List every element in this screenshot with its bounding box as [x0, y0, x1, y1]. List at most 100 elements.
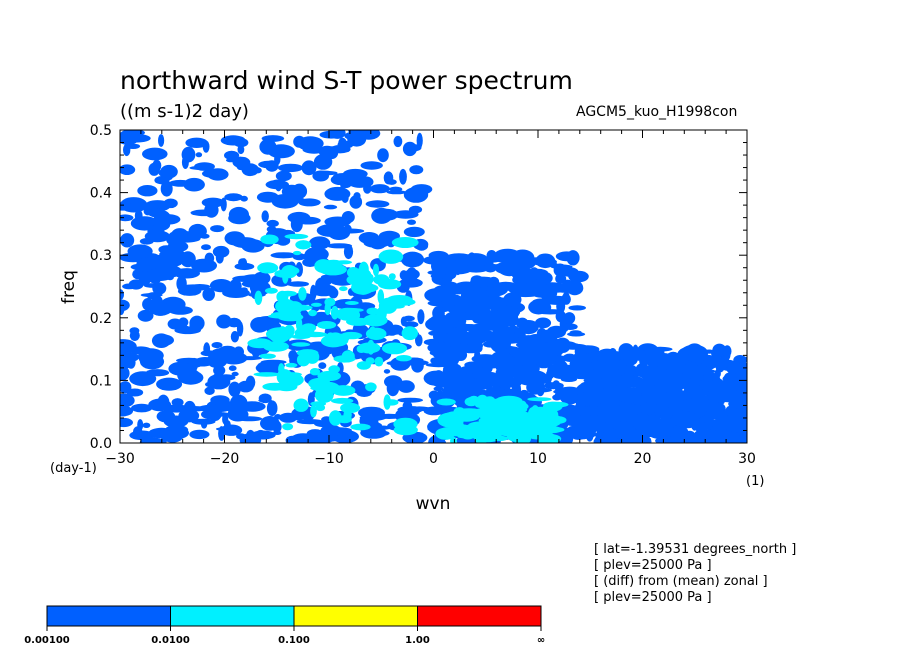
contour-fill-blue: [130, 216, 159, 231]
contour-fill-blue: [353, 192, 361, 200]
contour-fill-blue: [603, 427, 619, 443]
contour-fill-blue: [543, 382, 564, 390]
contour-fill-blue: [224, 150, 240, 160]
contour-fill-blue: [120, 197, 148, 213]
contour-fill-cyan: [381, 342, 408, 355]
contour-fill-blue: [600, 402, 612, 416]
contour-fill-blue: [120, 164, 136, 175]
contour-fill-blue: [723, 372, 734, 384]
contour-fill-cyan: [282, 423, 294, 431]
contour-fill-blue: [369, 184, 390, 194]
contour-fill-blue: [707, 380, 714, 393]
contour-fill-cyan: [270, 312, 287, 318]
contour-fill-blue: [138, 350, 156, 365]
contour-fill-cyan: [381, 298, 398, 310]
contour-fill-blue: [688, 361, 699, 377]
contour-fill-blue: [143, 206, 152, 216]
contour-fill-blue: [553, 263, 566, 277]
contour-fill-blue: [220, 197, 227, 212]
contour-fill-cyan: [335, 260, 352, 265]
contour-fill-blue: [378, 230, 400, 242]
contour-fill-blue: [139, 437, 165, 443]
contour-fill-blue: [738, 433, 747, 441]
contour-fill-blue: [343, 244, 354, 260]
contour-fill-blue: [277, 163, 304, 173]
contour-fill-blue: [735, 388, 747, 396]
contour-fill-blue: [625, 430, 643, 440]
contour-fill-blue: [371, 207, 392, 224]
contour-fill-blue: [204, 202, 219, 218]
contour-fill-blue: [504, 335, 512, 350]
contour-fill-blue: [275, 170, 292, 182]
contour-fill-blue: [189, 320, 202, 333]
contour-fill-blue: [291, 183, 308, 199]
contour-fill-blue: [387, 324, 404, 335]
contour-fill-blue: [152, 334, 174, 347]
contour-fill-blue: [158, 245, 175, 254]
contour-fill-blue: [563, 312, 576, 325]
contour-fill-blue: [231, 371, 239, 377]
contour-fill-blue: [453, 389, 477, 396]
contour-fill-cyan: [391, 237, 419, 248]
contour-fill-blue: [151, 224, 166, 232]
contour-fill-blue: [194, 162, 215, 171]
contour-fill-blue: [724, 431, 736, 443]
contour-fill-cyan: [468, 395, 480, 406]
contour-fill-cyan: [373, 274, 390, 285]
contour-fill-blue: [185, 137, 208, 148]
contour-fill-blue: [180, 251, 196, 268]
contour-fill-blue: [136, 257, 162, 270]
contour-fill-blue: [220, 135, 246, 146]
contour-fill-cyan: [335, 307, 360, 321]
contour-fill-cyan: [293, 250, 302, 256]
contour-fill-blue: [664, 407, 672, 421]
contour-fill-blue: [634, 423, 661, 431]
contour-fill-blue: [160, 180, 173, 197]
contour-fill-blue: [120, 344, 134, 350]
contour-fill-blue: [209, 279, 233, 293]
contour-fill-blue: [400, 251, 425, 268]
contour-fill-blue: [173, 268, 200, 279]
contour-fill-cyan: [331, 397, 354, 404]
contour-fill-cyan: [401, 326, 418, 341]
contour-fill-cyan: [324, 297, 336, 307]
contour-fill-blue: [326, 427, 352, 433]
contour-fill-cyan: [328, 365, 341, 374]
contour-fill-blue: [299, 435, 328, 442]
contour-fill-cyan: [383, 394, 391, 410]
contour-fill-blue: [386, 380, 400, 397]
contour-fill-cyan: [547, 435, 559, 443]
contour-fill-blue: [120, 214, 134, 222]
contour-fill-cyan: [308, 309, 317, 317]
contour-fill-blue: [587, 371, 597, 380]
contour-fill-blue: [238, 401, 266, 412]
contour-fill-blue: [120, 233, 135, 248]
contour-fill-blue: [129, 327, 140, 335]
y-unit-label: (day-1): [50, 461, 97, 476]
y-tick-label: 0.1: [90, 373, 112, 389]
contour-fill-cyan: [340, 331, 363, 340]
contour-fill-blue: [210, 225, 225, 233]
contour-fill-cyan: [317, 370, 342, 382]
contour-fill-blue: [207, 168, 229, 181]
contour-fill-blue: [158, 134, 165, 147]
contour-fill-cyan: [328, 410, 342, 426]
contour-fill-blue: [245, 375, 256, 390]
chart-title: northward wind S-T power spectrum: [120, 66, 573, 95]
contour-fill-cyan: [439, 427, 455, 440]
contour-fill-blue: [517, 335, 529, 345]
contour-fill-blue: [132, 269, 143, 280]
contour-fill-blue: [137, 309, 154, 322]
contour-fill-blue: [341, 211, 355, 224]
contour-fill-blue: [202, 140, 210, 153]
contour-fill-blue: [401, 359, 429, 366]
contour-fill-blue: [140, 293, 163, 298]
contour-fill-blue: [230, 331, 239, 343]
contour-fill-blue: [128, 279, 144, 290]
contour-fill-cyan: [460, 426, 477, 438]
contour-fill-blue: [342, 168, 368, 179]
contour-fill-blue: [279, 182, 288, 188]
contour-fill-blue: [640, 402, 657, 408]
contour-fill-blue: [555, 310, 566, 323]
